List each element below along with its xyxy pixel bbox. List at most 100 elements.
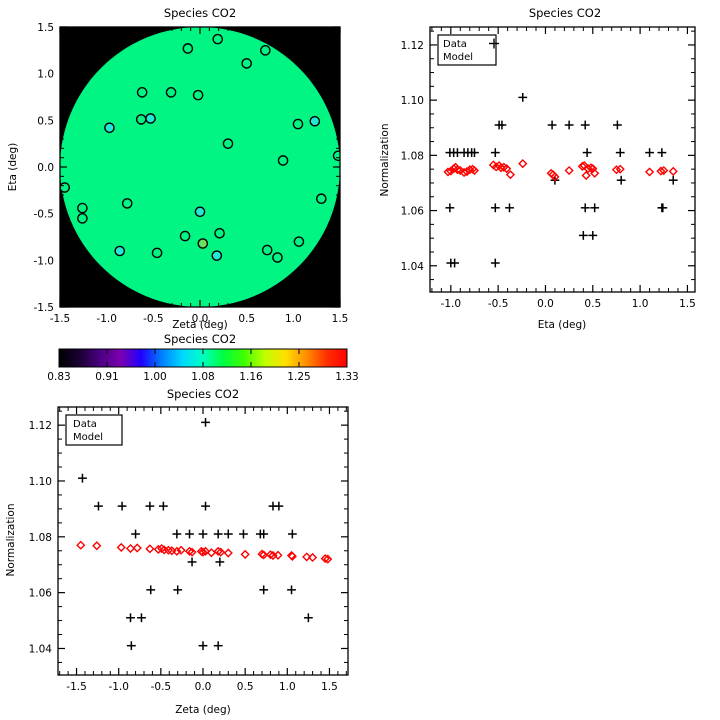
data-marker — [274, 501, 284, 511]
panel-normalization-vs-eta: Species CO2 -1.0 -0.5 0.0 0.5 1.0 1.5 1.04 1.06… — [375, 0, 720, 335]
zeta-plot-area: -1.5 -1.0 -0.5 0.0 0.5 1.0 1.5 1.04 1.06 1.08 1.10… — [29, 406, 349, 693]
map-ytick-label: 1.5 — [37, 22, 54, 34]
data-marker — [668, 175, 678, 185]
map-data-point — [197, 238, 209, 249]
data-marker — [213, 529, 223, 539]
map-xtick-label: 0.5 — [238, 313, 255, 325]
data-marker — [564, 120, 574, 130]
panel-species-map: Species CO2 -1.5 -1.0 -0.5 0.0 0.5 1.0 1.5 -1.5… — [0, 0, 370, 335]
zeta-axes: -1.5 -1.0 -0.5 0.0 0.5 1.0 1.5 1.04 1.06 1.08 1.10… — [29, 407, 348, 693]
data-marker — [117, 501, 127, 511]
model-marker — [132, 543, 142, 553]
eta-ytick-label: 1.06 — [401, 206, 425, 218]
data-marker — [239, 529, 248, 539]
data-marker — [131, 529, 140, 539]
data-marker — [213, 641, 223, 651]
model-marker — [153, 544, 163, 554]
eta-xtick-label: 0.5 — [584, 298, 601, 310]
model-marker — [145, 544, 155, 554]
map-point-group — [60, 33, 340, 263]
data-marker — [146, 585, 156, 595]
data-marker — [645, 148, 654, 157]
map-data-point — [241, 58, 252, 69]
colorbar-tick-label: 1.08 — [191, 371, 214, 383]
colorbar-tick-label: 0.83 — [47, 371, 70, 383]
data-marker — [215, 557, 225, 567]
model-marker — [198, 547, 208, 557]
map-data-point — [136, 87, 148, 98]
zeta-ytick-label: 1.06 — [29, 588, 53, 600]
eta-point-group — [443, 92, 678, 268]
eta-xtick-label: -1.0 — [441, 298, 462, 310]
zeta-legend-box — [65, 414, 123, 446]
zeta-xtick-label: -1.0 — [108, 681, 129, 693]
eta-ytick-label: 1.04 — [401, 261, 425, 273]
model-marker — [287, 551, 297, 561]
zeta-legend-data-label: Data — [73, 419, 97, 430]
eta-ytick-label: 1.08 — [401, 150, 424, 162]
model-marker — [659, 165, 669, 176]
data-marker — [223, 529, 233, 539]
data-marker — [616, 175, 626, 185]
model-marker — [240, 549, 250, 559]
map-data-point — [192, 89, 204, 101]
zeta-title: Species CO2 — [167, 387, 239, 401]
map-data-point — [182, 43, 194, 54]
model-marker — [459, 167, 469, 178]
data-marker — [470, 148, 479, 157]
colorbar-svg: Species CO2 0.83 0.91 1.00 1.08 1.16 1.25 1.33 — [47, 332, 358, 383]
data-marker — [490, 258, 500, 268]
panel-normalization-vs-zeta: Species CO2 -1.5 -1.0 -0.5 0.0 0.5 1.0 1.5 1.04… — [0, 382, 380, 720]
model-marker — [308, 552, 318, 563]
colorbar-tick-label: 1.00 — [143, 371, 166, 383]
model-marker — [320, 553, 330, 564]
data-marker — [505, 203, 514, 213]
eta-legend: Data Model — [437, 34, 499, 66]
model-marker — [550, 172, 560, 182]
map-data-point — [260, 45, 271, 56]
map-data-point — [60, 182, 70, 193]
map-data-point — [165, 87, 177, 98]
map-data-point — [121, 198, 133, 209]
eta-ytick-label: 1.10 — [401, 95, 424, 107]
data-marker — [173, 585, 183, 595]
panel-colorbar: Species CO2 0.83 0.91 1.00 1.08 1.16 1.25 1.33 — [0, 332, 370, 387]
map-data-point — [261, 244, 273, 256]
data-marker — [578, 231, 588, 240]
eta-legend-data-label: Data — [443, 39, 467, 50]
data-marker — [198, 641, 208, 651]
map-data-point — [222, 138, 234, 149]
data-marker — [287, 585, 296, 595]
data-marker — [490, 148, 500, 157]
map-axes: -1.5 -1.0 -0.5 0.0 0.5 1.0 1.5 -1.5 -1.0 -0.5 0.0 0… — [34, 22, 349, 325]
colorbar-tick-label: 1.25 — [287, 371, 310, 383]
data-marker — [201, 501, 210, 511]
map-ytick-label: -1.5 — [34, 302, 55, 314]
data-marker — [78, 473, 87, 483]
model-marker — [586, 163, 596, 173]
model-marker — [496, 163, 506, 173]
map-title: Species CO2 — [164, 6, 236, 20]
colorbar-gradient — [59, 349, 347, 367]
data-marker — [172, 529, 182, 539]
map-data-point — [151, 247, 163, 259]
map-data-point — [77, 213, 88, 224]
eta-xlabel: Eta (deg) — [538, 319, 587, 331]
model-marker — [590, 168, 600, 178]
eta-legend-model-label: Model — [443, 52, 473, 63]
map-data-point — [332, 150, 340, 162]
zeta-xtick-label: 1.5 — [321, 681, 338, 693]
map-data-point — [277, 155, 289, 166]
zeta-ytick-label: 1.08 — [29, 532, 52, 544]
data-marker — [259, 529, 269, 539]
map-ylabel: Eta (deg) — [7, 143, 19, 192]
map-data-point — [212, 33, 224, 45]
model-marker — [452, 165, 463, 175]
map-ytick-label: -1.0 — [34, 255, 55, 267]
colorbar-tick-label: 0.91 — [95, 371, 118, 383]
eta-xtick-label: 1.0 — [632, 298, 649, 310]
model-marker — [581, 170, 591, 181]
data-marker — [145, 501, 155, 511]
map-xlabel: Zeta (deg) — [172, 319, 228, 331]
map-data-point — [292, 118, 304, 130]
